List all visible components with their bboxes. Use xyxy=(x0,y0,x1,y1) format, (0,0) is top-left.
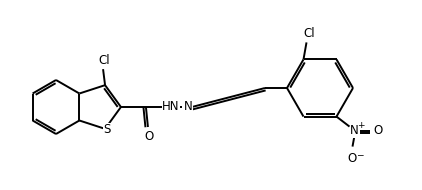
Text: −: − xyxy=(356,150,363,159)
Text: Cl: Cl xyxy=(304,27,315,40)
Text: O: O xyxy=(348,152,357,165)
Text: Cl: Cl xyxy=(98,54,110,67)
Text: O: O xyxy=(144,130,154,142)
Text: HN: HN xyxy=(162,101,180,113)
Text: +: + xyxy=(357,121,364,130)
Text: N: N xyxy=(184,101,192,113)
Text: N: N xyxy=(350,124,359,137)
Text: S: S xyxy=(103,123,111,136)
Text: O: O xyxy=(373,124,382,137)
